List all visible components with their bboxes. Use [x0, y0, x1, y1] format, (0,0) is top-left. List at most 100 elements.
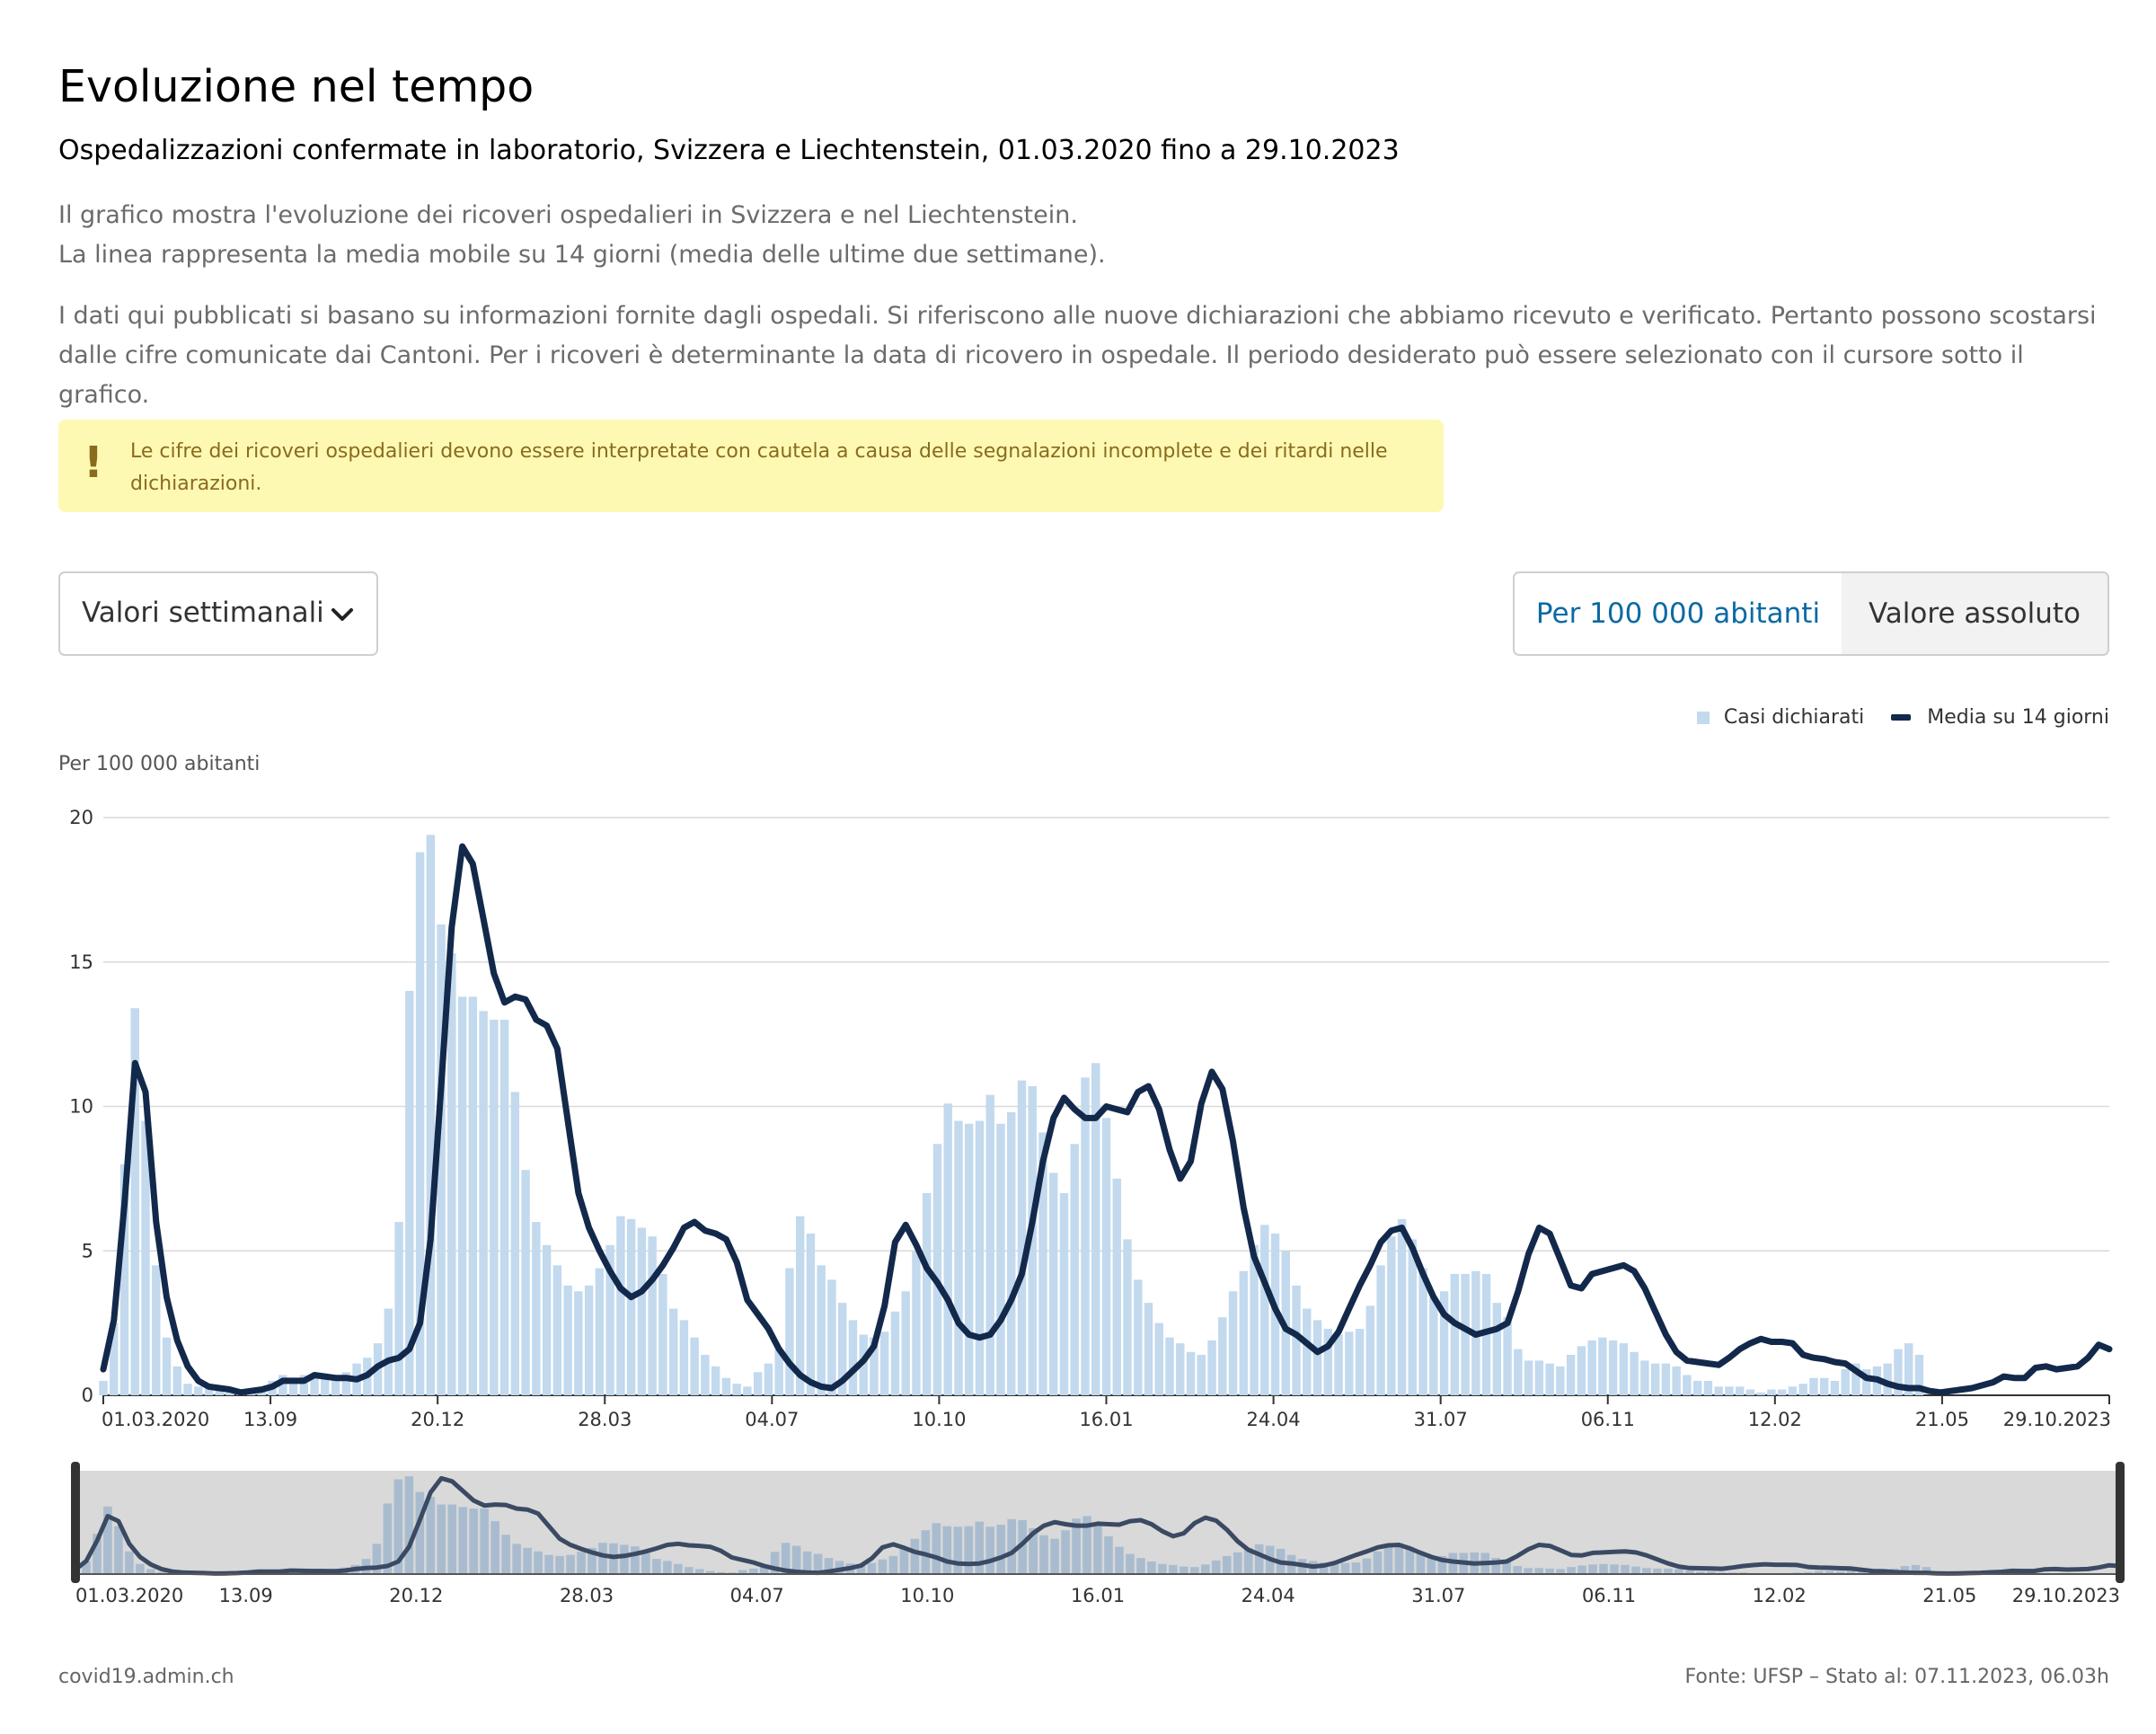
bar[interactable] — [1735, 1386, 1745, 1395]
bar[interactable] — [965, 1123, 974, 1395]
bar[interactable] — [1545, 1363, 1554, 1395]
bar[interactable] — [1745, 1389, 1755, 1395]
bar[interactable] — [1345, 1331, 1354, 1395]
bar[interactable] — [1091, 1063, 1100, 1395]
legend-item-line[interactable]: Media su 14 giorni — [1891, 706, 2109, 729]
bar[interactable] — [341, 1372, 351, 1395]
bar[interactable] — [1038, 1132, 1047, 1395]
bar[interactable] — [1059, 1192, 1069, 1395]
bar[interactable] — [605, 1244, 614, 1395]
bar[interactable] — [1524, 1360, 1533, 1395]
bar[interactable] — [532, 1222, 541, 1395]
bar[interactable] — [806, 1233, 816, 1395]
bar[interactable] — [1017, 1080, 1027, 1395]
bar[interactable] — [626, 1218, 636, 1395]
bar[interactable] — [1598, 1337, 1607, 1395]
bar[interactable] — [648, 1236, 657, 1395]
bar[interactable] — [99, 1380, 108, 1395]
bar[interactable] — [817, 1265, 826, 1395]
bar[interactable] — [204, 1386, 214, 1395]
bar[interactable] — [848, 1320, 858, 1395]
bar[interactable] — [985, 1094, 994, 1395]
bar[interactable] — [1514, 1349, 1523, 1395]
bar[interactable] — [1049, 1172, 1058, 1395]
bar[interactable] — [1661, 1363, 1671, 1395]
bar[interactable] — [837, 1303, 847, 1395]
bar[interactable] — [552, 1265, 562, 1395]
bar[interactable] — [321, 1377, 330, 1395]
bar[interactable] — [732, 1384, 741, 1395]
bar[interactable] — [447, 953, 456, 1395]
bar[interactable] — [711, 1366, 720, 1395]
bar[interactable] — [415, 852, 425, 1395]
bar[interactable] — [288, 1377, 298, 1395]
bar[interactable] — [468, 996, 478, 1395]
bar[interactable] — [616, 1216, 625, 1395]
bar[interactable] — [1312, 1320, 1322, 1395]
bar[interactable] — [574, 1291, 583, 1395]
bar[interactable] — [1777, 1389, 1787, 1395]
bar[interactable] — [225, 1392, 234, 1395]
bar[interactable] — [1861, 1369, 1871, 1395]
bar[interactable] — [1587, 1340, 1596, 1395]
bar[interactable] — [943, 1103, 952, 1395]
bar[interactable] — [1007, 1111, 1016, 1395]
bar[interactable] — [130, 1008, 139, 1395]
bar[interactable] — [901, 1291, 910, 1395]
bar[interactable] — [954, 1120, 963, 1395]
bar[interactable] — [119, 1163, 129, 1395]
bar[interactable] — [1239, 1270, 1248, 1395]
bar[interactable] — [1387, 1236, 1396, 1395]
bar[interactable] — [870, 1337, 879, 1395]
bar[interactable] — [1134, 1279, 1143, 1395]
bar[interactable] — [542, 1244, 552, 1395]
bar[interactable] — [215, 1389, 224, 1395]
bar[interactable] — [437, 924, 446, 1395]
bar[interactable] — [890, 1311, 900, 1395]
bar[interactable] — [110, 1323, 119, 1395]
bar[interactable] — [1608, 1340, 1618, 1395]
bar[interactable] — [310, 1377, 319, 1395]
bar[interactable] — [743, 1386, 752, 1395]
bar[interactable] — [162, 1337, 172, 1395]
bar[interactable] — [827, 1279, 836, 1395]
bar[interactable] — [1207, 1340, 1216, 1395]
bar[interactable] — [1492, 1303, 1502, 1395]
bar[interactable] — [1503, 1317, 1512, 1395]
bar[interactable] — [510, 1092, 520, 1395]
bar[interactable] — [668, 1308, 678, 1395]
bar[interactable] — [1165, 1337, 1174, 1395]
bar[interactable] — [1260, 1225, 1269, 1395]
bar[interactable] — [764, 1363, 773, 1395]
bar[interactable] — [521, 1170, 530, 1395]
bar[interactable] — [152, 1265, 161, 1395]
bar[interactable] — [1323, 1329, 1333, 1395]
toggle-per-100000[interactable]: Per 100 000 abitanti — [1513, 571, 1843, 656]
bar[interactable] — [499, 1020, 509, 1395]
bar[interactable] — [426, 835, 436, 1395]
bar[interactable] — [1334, 1334, 1343, 1395]
bar[interactable] — [490, 1020, 499, 1395]
bar[interactable] — [1418, 1268, 1427, 1395]
navigator-handle-left[interactable] — [71, 1462, 80, 1583]
bar[interactable] — [912, 1251, 921, 1395]
bar[interactable] — [753, 1372, 763, 1395]
bar[interactable] — [1439, 1291, 1449, 1395]
bar[interactable] — [1365, 1305, 1375, 1395]
bar[interactable] — [1408, 1239, 1418, 1395]
bar[interactable] — [923, 1192, 932, 1395]
bar[interactable] — [1619, 1343, 1629, 1395]
bar[interactable] — [1292, 1285, 1301, 1395]
bar[interactable] — [1894, 1349, 1903, 1395]
bar[interactable] — [1577, 1346, 1586, 1395]
bar[interactable] — [1070, 1144, 1079, 1395]
bar[interactable] — [1376, 1265, 1385, 1395]
bar[interactable] — [1830, 1380, 1840, 1395]
bar[interactable] — [278, 1375, 287, 1395]
bar[interactable] — [141, 1120, 150, 1395]
bar[interactable] — [384, 1308, 393, 1395]
bar[interactable] — [1534, 1360, 1544, 1395]
bar[interactable] — [658, 1273, 667, 1395]
navigator-handle-right[interactable] — [2116, 1462, 2125, 1583]
bar[interactable] — [701, 1354, 710, 1395]
